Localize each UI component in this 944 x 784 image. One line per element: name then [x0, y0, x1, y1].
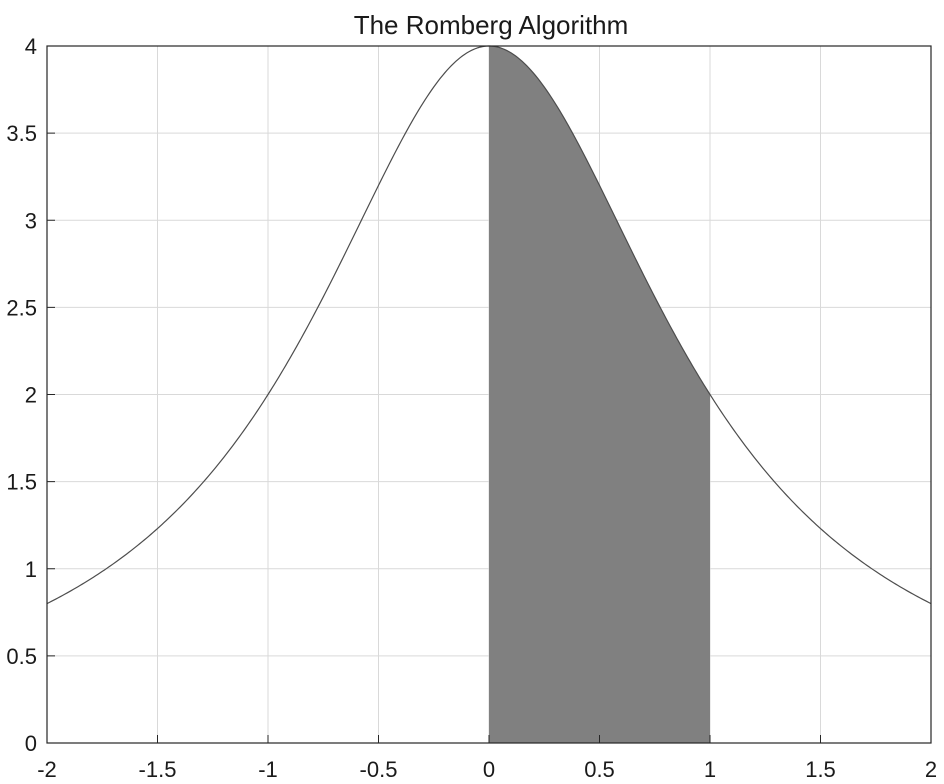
y-tick-label: 2.5	[6, 295, 37, 320]
y-tick-label: 3.5	[6, 121, 37, 146]
x-tick-label: 2	[925, 757, 937, 782]
y-tick-label: 1	[25, 557, 37, 582]
y-tick-label: 0	[25, 731, 37, 756]
shaded-integral-region	[489, 46, 710, 743]
y-axis-ticks: 0 0.5 1 1.5 2 2.5 3 3.5 4	[6, 34, 55, 756]
x-axis-ticks: -2 -1.5 -1 -0.5 0 0.5 1 1.5 2	[37, 735, 937, 782]
x-tick-label: 0.5	[584, 757, 615, 782]
y-tick-label: 3	[25, 208, 37, 233]
chart-title: The Romberg Algorithm	[354, 10, 629, 40]
x-tick-label: -0.5	[360, 757, 398, 782]
x-tick-label: -1	[258, 757, 278, 782]
x-tick-label: -1.5	[139, 757, 177, 782]
x-tick-label: 1	[704, 757, 716, 782]
y-tick-label: 1.5	[6, 470, 37, 495]
y-tick-label: 0.5	[6, 644, 37, 669]
x-tick-label: 0	[483, 757, 495, 782]
x-tick-label: 1.5	[805, 757, 836, 782]
y-tick-label: 2	[25, 383, 37, 408]
x-tick-label: -2	[37, 757, 57, 782]
y-tick-label: 4	[25, 34, 37, 59]
